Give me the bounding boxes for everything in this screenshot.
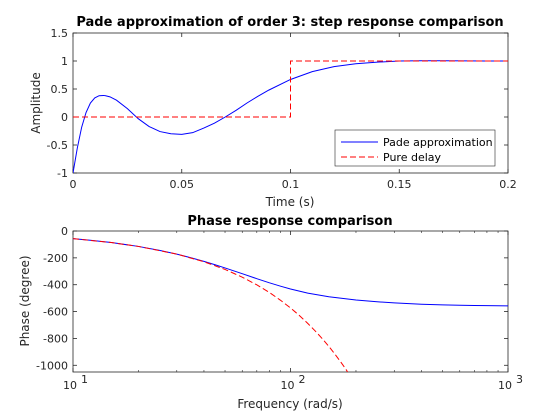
- series-group: [73, 60, 508, 173]
- y-tick-label: 0: [61, 111, 68, 124]
- x-tick-label: 10: [498, 379, 512, 392]
- y-tick-label: 1: [61, 55, 68, 68]
- axis-ticks: 0 0.05 0.1 0.15 0.2 -1 -0.5 0 0.5 1 1.5: [47, 27, 517, 191]
- step-response-chart: Pade approximation of order 3: step resp…: [29, 15, 517, 209]
- x-tick-label: 0.1: [282, 178, 300, 191]
- x-tick-label: 0.05: [170, 178, 195, 191]
- y-tick-label: 0.5: [51, 83, 69, 96]
- x-tick-label: 0.2: [499, 178, 517, 191]
- x-tick-exponent: 1: [81, 373, 88, 386]
- y-tick-label: -1000: [36, 359, 68, 372]
- chart-title: Pade approximation of order 3: step resp…: [76, 15, 503, 30]
- series-line-pure-delay: [73, 60, 508, 118]
- y-tick-label: -1: [57, 167, 68, 180]
- x-tick-label: 0.15: [387, 178, 412, 191]
- y-tick-label: -400: [43, 279, 68, 292]
- y-tick-label: -600: [43, 306, 68, 319]
- x-tick-label: 10: [281, 379, 295, 392]
- y-tick-label: -800: [43, 332, 68, 345]
- x-tick-exponent: 3: [516, 373, 523, 386]
- plot-area: [72, 230, 509, 373]
- y-tick-label: -0.5: [47, 139, 68, 152]
- series-line-pade: [73, 60, 508, 173]
- series-line-pure-delay: [73, 238, 349, 372]
- x-tick-exponent: 2: [299, 373, 306, 386]
- legend-label-pade: Pade approximation: [383, 136, 493, 149]
- x-tick-label: 0: [70, 178, 77, 191]
- y-tick-label: -200: [43, 252, 68, 265]
- x-axis-label: Frequency (rad/s): [237, 397, 342, 411]
- legend: Pade approximation Pure delay: [334, 129, 496, 167]
- x-axis-label: Time (s): [265, 195, 315, 209]
- x-tick-label: 10: [63, 379, 77, 392]
- y-tick-label: 1.5: [51, 27, 69, 40]
- y-tick-label: 0: [61, 225, 68, 238]
- legend-box: [334, 129, 496, 167]
- axis-ticks: 10 1 10 2 10 3 0 -200 -400 -600 -800 -1000: [36, 225, 523, 392]
- legend-label-delay: Pure delay: [383, 151, 442, 164]
- y-axis-label: Phase (degree): [18, 255, 32, 346]
- series-group: [73, 238, 508, 372]
- phase-response-chart: Phase response comparison 10 1 10 2 10 3 0 -200…: [18, 214, 523, 411]
- chart-title: Phase response comparison: [187, 214, 392, 229]
- y-axis-label: Amplitude: [29, 72, 43, 134]
